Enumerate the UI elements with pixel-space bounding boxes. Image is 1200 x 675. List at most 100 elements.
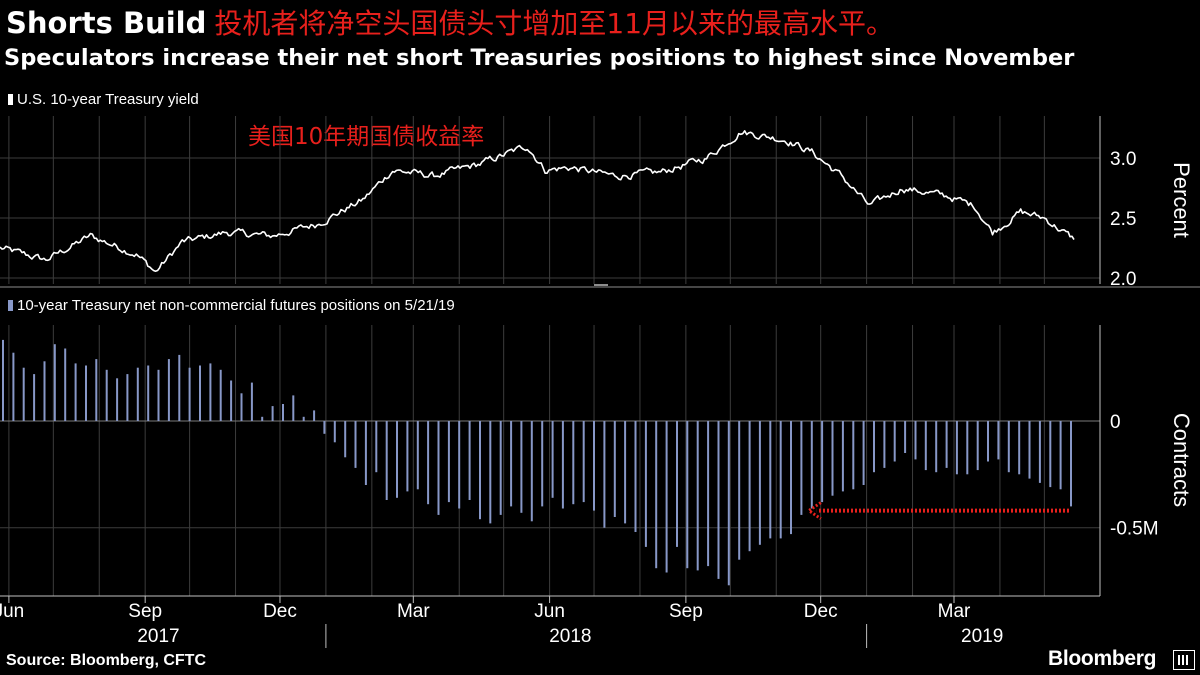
chart-title: Shorts Build 投机者将净空头国债头寸增加至11月以来的最高水平。	[6, 2, 894, 42]
positions-bar	[987, 421, 989, 462]
positions-bar	[510, 421, 513, 507]
positions-gridlines	[0, 325, 1100, 596]
positions-bar	[945, 421, 948, 468]
yield-legend-label: U.S. 10-year Treasury yield	[17, 91, 199, 108]
positions-bar	[717, 421, 720, 579]
positions-bar	[800, 421, 803, 515]
positions-legend: 10-year Treasury net non-commercial futu…	[8, 297, 455, 314]
positions-bar	[873, 421, 875, 473]
positions-bar	[1059, 421, 1062, 490]
positions-bar	[12, 352, 15, 421]
positions-bar	[593, 421, 595, 511]
yield-legend-swatch	[8, 94, 13, 105]
source-note: Source: Bloomberg, CFTC	[6, 652, 207, 669]
positions-bar	[551, 421, 554, 498]
panel-divider-handle[interactable]	[594, 284, 608, 286]
positions-bar	[831, 421, 834, 496]
positions-bar	[841, 421, 844, 492]
x-tick-label: Sep	[128, 601, 162, 622]
positions-bar	[955, 421, 958, 475]
positions-bar	[935, 421, 938, 473]
positions-tick-label: 0	[1110, 412, 1121, 433]
highest-since-november-arrow	[806, 501, 1069, 520]
positions-bar	[914, 421, 917, 460]
positions-bar	[313, 410, 316, 422]
positions-bar	[1018, 421, 1021, 475]
positions-bar	[520, 421, 523, 513]
positions-bar	[167, 359, 170, 421]
positions-bar	[199, 365, 201, 421]
positions-bar	[748, 421, 751, 552]
x-year-label: 2018	[549, 626, 591, 647]
positions-bar	[530, 421, 533, 522]
positions-bar	[613, 421, 616, 517]
yield-tick-label: 3.0	[1110, 149, 1136, 170]
positions-bar	[499, 421, 502, 515]
positions-bar	[603, 421, 606, 528]
positions-bar	[893, 421, 896, 462]
yield-legend: U.S. 10-year Treasury yield	[8, 91, 199, 108]
positions-bar	[136, 367, 139, 421]
positions-legend-label: 10-year Treasury net non-commercial futu…	[17, 297, 455, 314]
positions-bar	[385, 421, 388, 500]
chart-subtitle: Speculators increase their net short Tre…	[4, 45, 1075, 71]
positions-bar	[1007, 421, 1010, 473]
positions-bar	[209, 363, 212, 421]
positions-bar	[219, 369, 222, 421]
positions-bar	[676, 421, 678, 547]
positions-bar	[43, 361, 46, 421]
positions-bar	[271, 406, 274, 421]
positions-bar	[852, 421, 855, 490]
positions-bar	[64, 348, 67, 422]
positions-bar	[758, 421, 761, 545]
positions-bar	[240, 393, 243, 421]
positions-bar	[437, 421, 440, 515]
positions-bar	[561, 421, 564, 509]
positions-bar	[406, 421, 409, 492]
positions-bar	[188, 367, 191, 421]
yield-annotation-chinese: 美国10年期国债收益率	[248, 124, 485, 150]
positions-bar	[458, 421, 461, 509]
positions-tick-label: -0.5M	[1110, 519, 1159, 540]
positions-bar	[468, 421, 471, 500]
positions-bar	[354, 421, 357, 468]
positions-bar	[33, 374, 36, 421]
positions-bar	[779, 421, 782, 539]
positions-bar	[292, 395, 295, 421]
positions-bar	[1028, 421, 1031, 479]
positions-bar	[1038, 421, 1041, 483]
positions-bar	[447, 421, 450, 503]
arrow-head	[806, 501, 822, 520]
positions-bar	[489, 421, 492, 524]
positions-bar	[116, 378, 119, 421]
positions-bar	[624, 421, 627, 524]
positions-bar	[883, 421, 886, 468]
x-tick-label: Sep	[669, 601, 703, 622]
x-tick-label: Dec	[263, 601, 297, 622]
x-year-label: 2019	[961, 626, 1003, 647]
positions-bar	[282, 404, 284, 422]
positions-bar	[686, 421, 689, 569]
positions-bar	[396, 421, 398, 498]
positions-bar	[427, 421, 430, 505]
positions-bar	[769, 421, 772, 539]
positions-bar	[261, 416, 264, 422]
positions-bar	[416, 421, 419, 490]
positions-bar	[302, 416, 305, 422]
yield-line	[0, 130, 1075, 272]
yield-gridlines	[0, 116, 1100, 284]
positions-bar	[862, 421, 865, 485]
title-english: Shorts Build	[6, 6, 207, 40]
positions-bar	[738, 421, 741, 560]
positions-bar	[707, 421, 710, 567]
positions-bar	[74, 363, 77, 421]
positions-bar	[479, 421, 481, 520]
positions-bar	[178, 354, 181, 421]
positions-bar	[22, 367, 25, 421]
positions-bar	[572, 421, 575, 505]
positions-bar	[976, 421, 979, 471]
x-year-label: 2017	[137, 626, 179, 647]
positions-bar	[375, 421, 378, 473]
positions-bar	[157, 369, 160, 421]
